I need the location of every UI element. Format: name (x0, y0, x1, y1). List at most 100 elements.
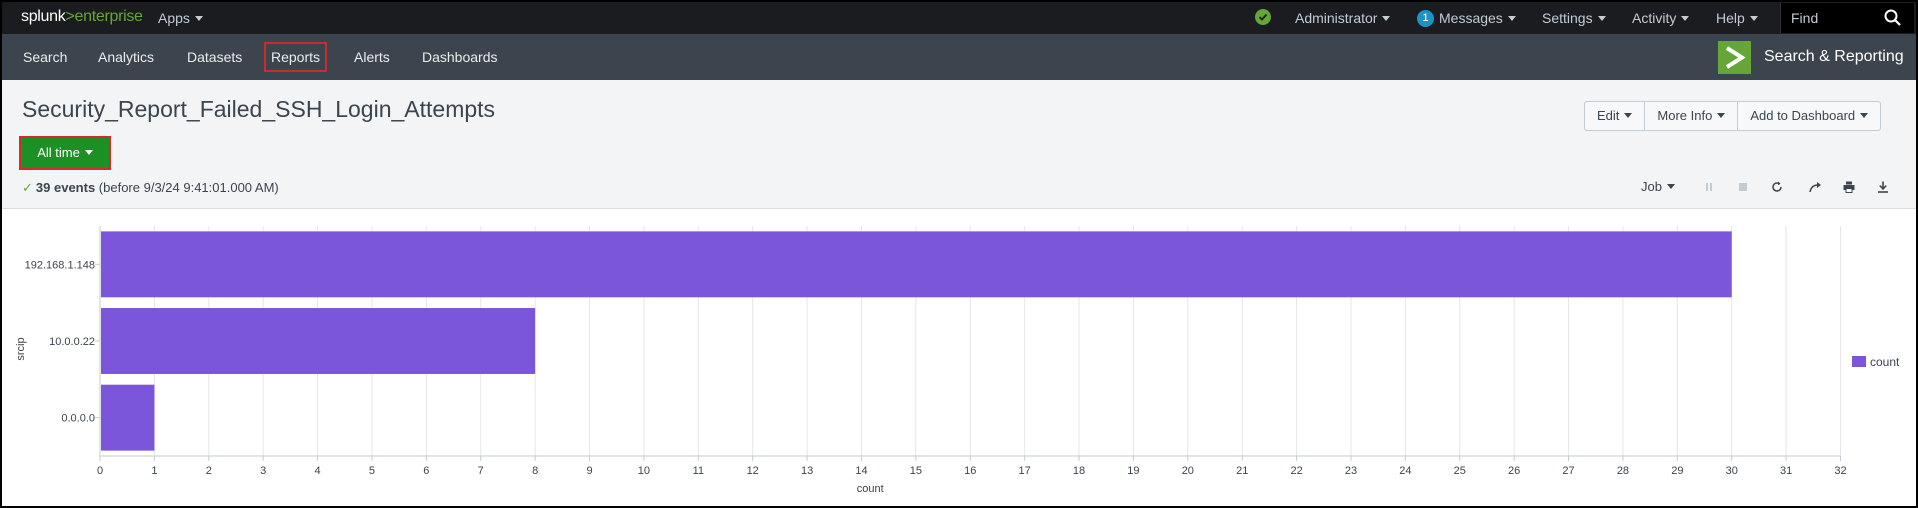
messages-label: Messages (1439, 10, 1503, 26)
x-tick-label: 4 (315, 465, 321, 477)
x-tick-label: 1 (151, 465, 157, 477)
app-name[interactable]: Search & Reporting (1764, 48, 1904, 65)
nav-reports[interactable]: Reports (264, 42, 328, 72)
x-tick-label: 24 (1399, 465, 1411, 477)
chart-panel: 0 1 2 3 4 5 6 7 8 9 10 11 12 13 14 15 16 17 18 19 20 21 22 23 24… (2, 208, 1916, 506)
chevron-down-icon (1382, 15, 1391, 21)
x-tick-label: 22 (1290, 465, 1302, 477)
x-tick-label: 0 (97, 465, 103, 477)
health-status-icon[interactable] (1255, 9, 1271, 25)
time-range-label: All time (37, 145, 80, 160)
page-title: Security_Report_Failed_SSH_Login_Attempt… (22, 96, 496, 122)
chevron-down-icon (1597, 15, 1606, 21)
x-tick-label: 8 (532, 465, 538, 477)
x-tick-label: 9 (586, 465, 592, 477)
share-icon[interactable] (1808, 180, 1822, 194)
download-icon[interactable] (1876, 180, 1890, 194)
x-axis-title: count (857, 483, 884, 495)
edit-button[interactable]: Edit (1585, 102, 1646, 130)
x-tick-label: 6 (423, 465, 429, 477)
x-tick-label: 31 (1780, 465, 1792, 477)
bar[interactable] (101, 308, 536, 374)
bar[interactable] (101, 384, 155, 451)
x-tick-label: 5 (369, 465, 375, 477)
x-tick-label: 32 (1834, 465, 1846, 477)
messages-menu[interactable]: 1 Messages (1417, 2, 1516, 34)
nav-analytics[interactable]: Analytics (98, 49, 155, 65)
y-tick-label: 0.0.0.0 (61, 413, 95, 425)
apps-label: Apps (158, 10, 190, 26)
chevron-down-icon (1624, 113, 1633, 119)
search-reporting-app-icon[interactable] (1718, 41, 1751, 74)
job-menu[interactable]: Job (1641, 179, 1675, 194)
bar[interactable] (101, 231, 1732, 298)
x-tick-label: 3 (260, 465, 266, 477)
nav-datasets[interactable]: Datasets (187, 49, 243, 65)
x-tick-label: 16 (964, 465, 976, 477)
chevron-down-icon (1681, 15, 1690, 21)
legend-label: count (1870, 355, 1900, 369)
x-tick-label: 28 (1617, 465, 1629, 477)
x-tick-label: 29 (1671, 465, 1683, 477)
pause-icon[interactable] (1702, 180, 1716, 194)
settings-label: Settings (1542, 10, 1593, 26)
add-to-dashboard-button[interactable]: Add to Dashboard (1738, 102, 1880, 130)
x-tick-label: 15 (910, 465, 922, 477)
help-menu[interactable]: Help (1716, 2, 1758, 34)
apps-menu[interactable]: Apps (158, 2, 203, 34)
chevron-down-icon (194, 15, 203, 21)
events-time-range: (before 9/3/24 9:41:01.000 AM) (98, 180, 279, 195)
activity-menu[interactable]: Activity (1632, 2, 1690, 34)
chevron-down-icon (1749, 15, 1758, 21)
nav-alerts[interactable]: Alerts (354, 49, 390, 65)
messages-count-badge: 1 (1417, 9, 1434, 27)
x-tick-label: 26 (1508, 465, 1520, 477)
more-info-button[interactable]: More Info (1645, 102, 1739, 130)
logo-splunk-text: splunk (21, 8, 66, 25)
nav-dashboards[interactable]: Dashboards (422, 49, 498, 65)
print-icon[interactable] (1842, 180, 1856, 194)
events-count: 39 events (35, 180, 96, 195)
add-to-dashboard-label: Add to Dashboard (1750, 108, 1856, 123)
time-range-button-inner: All time (21, 138, 109, 168)
x-tick-label: 27 (1562, 465, 1574, 477)
search-icon[interactable] (1884, 9, 1902, 27)
x-tick-label: 14 (855, 465, 867, 477)
chart-legend[interactable]: count (1852, 355, 1899, 369)
user-label: Administrator (1295, 10, 1378, 26)
chevron-down-icon (1860, 113, 1869, 119)
x-tick-label: 18 (1073, 465, 1085, 477)
x-tick-label: 2 (206, 465, 212, 477)
time-range-button[interactable]: All time (19, 136, 111, 170)
refresh-icon[interactable] (1770, 180, 1784, 194)
find-input[interactable] (1781, 3, 1881, 33)
help-label: Help (1716, 10, 1745, 26)
bar-chart: 0 1 2 3 4 5 6 7 8 9 10 11 12 13 14 15 16 17 18 19 20 21 22 23 24… (15, 226, 1847, 495)
chevron-down-icon (1666, 184, 1675, 190)
x-tick-label: 10 (638, 465, 650, 477)
chevron-down-icon (1717, 113, 1726, 119)
more-info-label: More Info (1657, 108, 1713, 123)
settings-menu[interactable]: Settings (1542, 2, 1606, 34)
find-box (1780, 3, 1914, 33)
x-tick-label: 23 (1345, 465, 1357, 477)
chevron-down-icon (1507, 15, 1516, 21)
x-tick-label: 13 (801, 465, 813, 477)
splunk-logo[interactable]: splunk>enterprise (21, 8, 143, 26)
stop-icon[interactable] (1736, 180, 1750, 194)
y-tick-label: 10.0.0.22 (49, 336, 95, 348)
nav-search[interactable]: Search (23, 49, 68, 65)
check-icon: ✓ (22, 180, 33, 195)
logo-gt-text: > (65, 8, 75, 25)
report-actions: Edit More Info Add to Dashboard (1584, 101, 1882, 131)
edit-label: Edit (1597, 108, 1620, 123)
y-tick-label: 192.168.1.148 (25, 259, 95, 271)
y-axis-title: srcip (15, 337, 27, 360)
user-menu[interactable]: Administrator (1295, 2, 1391, 34)
x-tick-label: 25 (1454, 465, 1466, 477)
x-tick-label: 11 (693, 465, 704, 477)
x-tick-label: 21 (1236, 465, 1248, 477)
activity-label: Activity (1632, 10, 1677, 26)
x-tick-label: 20 (1182, 465, 1194, 477)
